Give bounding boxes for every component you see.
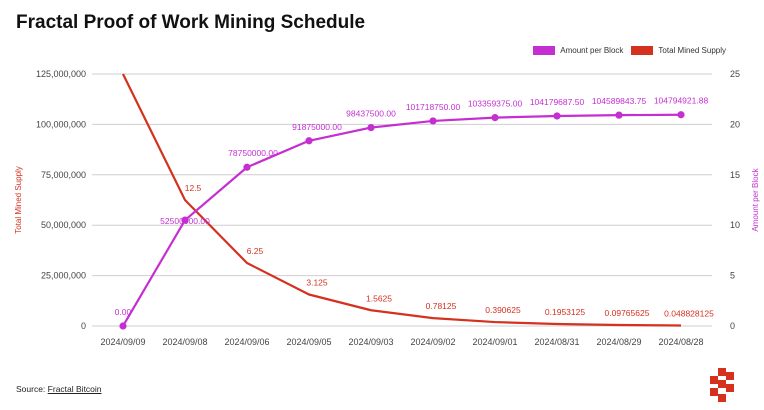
data-point-amount-per-block — [181, 216, 189, 224]
series-line-amount-per-block — [122, 113, 682, 327]
data-label-amount-per-block: 91875000.00 — [292, 122, 342, 132]
data-point-amount-per-block — [305, 137, 313, 145]
x-tick-label: 2024/09/01 — [472, 337, 517, 347]
data-label-amount-per-block: 98437500.00 — [346, 109, 396, 119]
data-label-total-mined-supply: 3.125 — [306, 278, 328, 288]
y-right-tick-label: 5 — [730, 271, 735, 281]
legend-swatch-amount-per-block — [533, 46, 556, 55]
chart-title: Fractal Proof of Work Mining Schedule — [16, 12, 366, 33]
y-right-tick-label: 15 — [730, 170, 740, 180]
y-right-axis-title: Amount per Block — [751, 167, 760, 231]
data-point-amount-per-block — [367, 123, 375, 132]
data-label-amount-per-block: 103359375.00 — [468, 99, 523, 109]
data-label-total-mined-supply: 0.1953125 — [545, 307, 585, 317]
x-tick-label: 2024/09/02 — [410, 337, 455, 347]
legend-item-total-mined-supply: Total Mined Supply — [631, 46, 726, 55]
y-right-tick-label: 20 — [730, 119, 740, 129]
data-label-amount-per-block: 78750000.00 — [228, 148, 278, 158]
data-label-total-mined-supply: 12.5 — [185, 183, 202, 193]
x-tick-label: 2024/09/09 — [100, 337, 145, 347]
data-label-total-mined-supply: 0.78125 — [426, 301, 457, 311]
x-tick-label: 2024/09/05 — [286, 337, 331, 347]
data-label-amount-per-block: 104794921.88 — [654, 96, 709, 106]
x-tick-label: 2024/09/06 — [224, 337, 269, 347]
data-point-amount-per-block — [677, 111, 685, 119]
y-left-tick-label: 0 — [81, 321, 86, 331]
data-label-total-mined-supply: 0.048828125 — [664, 309, 714, 319]
series-line-total-mined-supply — [122, 73, 682, 327]
data-point-amount-per-block — [119, 322, 127, 330]
data-point-amount-per-block — [429, 117, 437, 125]
x-tick-label: 2024/09/08 — [162, 337, 207, 347]
legend-item-amount-per-block: Amount per Block — [533, 46, 623, 55]
legend-label-total-mined-supply: Total Mined Supply — [658, 46, 726, 55]
y-right-tick-label: 25 — [730, 69, 740, 79]
data-label-amount-per-block: 0.00 — [115, 307, 132, 317]
x-tick-label: 2024/08/31 — [534, 337, 579, 347]
data-label-amount-per-block: 104589843.75 — [592, 96, 647, 106]
y-left-tick-label: 75,000,000 — [41, 170, 86, 180]
fractal-logo-icon — [710, 368, 734, 402]
y-left-tick-label: 50,000,000 — [41, 220, 86, 230]
source-prefix: Source: — [16, 384, 46, 394]
data-point-amount-per-block — [615, 111, 623, 119]
y-right-tick-label: 0 — [730, 321, 735, 331]
y-left-tick-label: 100,000,000 — [36, 119, 86, 129]
data-label-amount-per-block: 101718750.00 — [406, 102, 461, 112]
legend: Amount per Block Total Mined Supply — [533, 46, 726, 55]
source-note: Source: Fractal Bitcoin — [16, 384, 102, 394]
data-label-total-mined-supply: 6.25 — [247, 246, 264, 256]
x-tick-label: 2024/08/28 — [658, 337, 703, 347]
data-label-amount-per-block: 52500000.00 — [160, 216, 210, 226]
data-point-amount-per-block — [243, 163, 251, 171]
data-point-amount-per-block — [553, 112, 561, 120]
data-label-total-mined-supply: 0.390625 — [485, 305, 521, 315]
source-link[interactable]: Fractal Bitcoin — [47, 384, 102, 394]
y-right-tick-label: 10 — [730, 220, 740, 230]
data-label-amount-per-block: 104179687.50 — [530, 97, 585, 107]
y-left-tick-label: 25,000,000 — [41, 271, 86, 281]
x-tick-label: 2024/08/29 — [596, 337, 641, 347]
legend-label-amount-per-block: Amount per Block — [560, 46, 624, 55]
y-left-axis-title: Total Mined Supply — [14, 166, 23, 234]
x-tick-label: 2024/09/03 — [348, 337, 393, 347]
data-point-amount-per-block — [491, 114, 499, 122]
data-label-total-mined-supply: 0.09765625 — [605, 308, 650, 318]
legend-swatch-total-mined-supply — [631, 46, 654, 55]
y-left-tick-label: 125,000,000 — [36, 69, 86, 79]
data-label-total-mined-supply: 1.5625 — [366, 293, 392, 303]
